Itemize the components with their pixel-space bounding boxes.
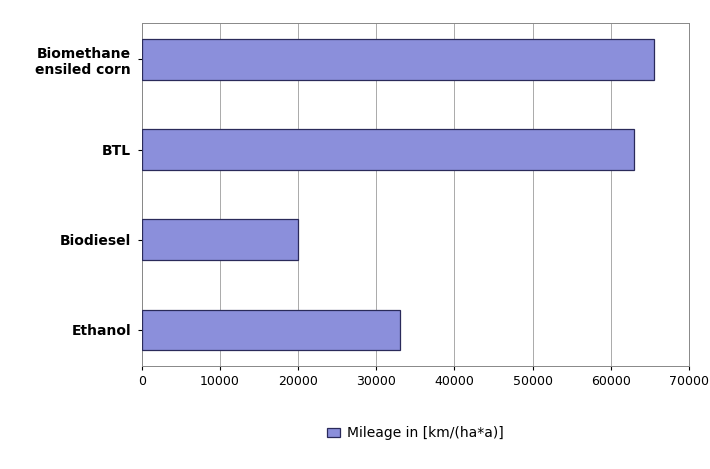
Bar [142, 39, 653, 80]
Bar [142, 219, 298, 260]
Bar [142, 310, 400, 350]
Legend: Mileage in [km/(ha*a)]: Mileage in [km/(ha*a)] [322, 421, 509, 446]
Bar [142, 129, 634, 170]
